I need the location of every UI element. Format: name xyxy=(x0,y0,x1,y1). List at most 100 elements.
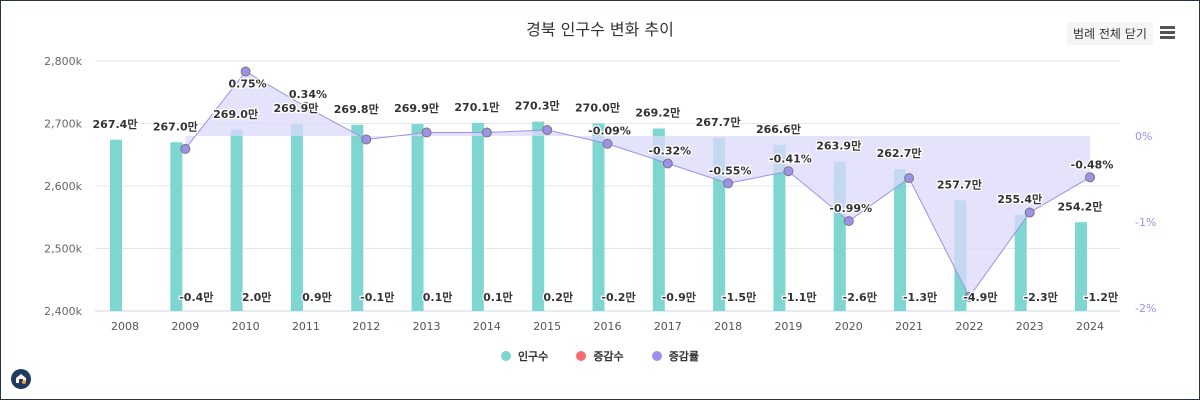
bar-population xyxy=(773,144,786,311)
change-data-label: 0.2만 xyxy=(543,290,573,304)
change-data-label: -4.9만 xyxy=(963,290,997,304)
x-axis-tick-label: 2021 xyxy=(895,320,923,333)
bar-population xyxy=(894,169,907,311)
rate-data-label: -0.41% xyxy=(769,152,812,165)
bar-population xyxy=(230,129,243,311)
y-axis-tick-label: 2,500k xyxy=(44,243,82,256)
y-axis-tick-label: 2,700k xyxy=(44,118,82,131)
bar-population xyxy=(471,122,484,311)
rate-data-label: -0.09% xyxy=(588,125,631,138)
x-axis-tick-label: 2022 xyxy=(955,320,983,333)
rate-point xyxy=(783,166,794,177)
change-data-label: -1.3만 xyxy=(903,290,937,304)
x-axis-tick-label: 2015 xyxy=(533,320,561,333)
legend-label: 인구수 xyxy=(517,350,549,363)
rate-point xyxy=(964,291,975,302)
change-data-label: 0.1만 xyxy=(483,290,513,304)
rate-line xyxy=(184,70,1091,298)
x-axis-tick-label: 2017 xyxy=(654,320,682,333)
x-axis-tick-label: 2013 xyxy=(413,320,441,333)
legend-item-change[interactable]: 증감수 xyxy=(576,348,624,364)
bar-data-label: 269.8만 xyxy=(334,102,379,116)
rate-point xyxy=(904,173,915,184)
bar-data-label: 257.7만 xyxy=(937,177,982,191)
bar-data-label: 269.2만 xyxy=(635,106,680,120)
x-axis-tick-label: 2014 xyxy=(473,320,501,333)
bar-data-label: 263.9만 xyxy=(816,139,861,153)
rate-point xyxy=(481,127,492,138)
bar-data-label: 255.4만 xyxy=(997,192,1042,206)
change-data-label: 2.0만 xyxy=(242,290,272,304)
bar-data-label: 270.3만 xyxy=(515,99,560,113)
rate-point xyxy=(662,158,673,169)
rate-data-label: -0.99% xyxy=(829,202,872,215)
rate-point xyxy=(1085,172,1095,183)
bar-data-label: 269.0만 xyxy=(213,107,258,121)
x-axis-tick-label: 2023 xyxy=(1016,320,1044,333)
change-data-label: -1.1만 xyxy=(782,290,816,304)
rate-data-label: -0.55% xyxy=(709,164,752,177)
legend-dot-rate xyxy=(651,351,662,361)
x-axis-tick-label: 2011 xyxy=(292,320,320,333)
y-axis-tick-label: 2,800k xyxy=(44,55,82,68)
rate-point xyxy=(300,101,311,112)
bar-population xyxy=(411,124,424,311)
x-axis-tick-label: 2016 xyxy=(594,320,622,333)
bar-data-label: 266.6만 xyxy=(756,122,801,136)
legend: 인구수 증감수 증감률 xyxy=(0,348,1200,364)
x-axis-tick-label: 2010 xyxy=(232,320,260,333)
legend-dot-change xyxy=(576,351,587,361)
bar-data-label: 270.0만 xyxy=(575,101,620,115)
y2-axis-tick-label: 0% xyxy=(1135,130,1152,143)
bar-data-label: 269.9만 xyxy=(394,101,439,115)
legend-item-rate[interactable]: 증감률 xyxy=(651,348,700,364)
bar-population xyxy=(351,124,364,311)
bar-population xyxy=(532,121,545,311)
change-data-label: -0.9만 xyxy=(662,290,696,304)
rate-point xyxy=(602,138,613,149)
change-data-label: 0.1만 xyxy=(423,290,453,304)
rate-data-label: -0.48% xyxy=(1071,158,1114,171)
change-data-label: -2.3만 xyxy=(1024,290,1058,304)
rate-point xyxy=(843,216,854,227)
x-axis-tick-label: 2009 xyxy=(171,320,199,333)
rate-point xyxy=(723,178,734,189)
home-icon-glyph xyxy=(16,374,26,384)
rate-data-label: 0.75% xyxy=(229,78,267,91)
rate-area xyxy=(185,71,1090,297)
y-axis-tick-label: 2,400k xyxy=(44,305,82,318)
bar-population xyxy=(1014,214,1027,311)
rate-point xyxy=(421,127,432,138)
hamburger-menu-icon[interactable] xyxy=(1160,26,1175,39)
rate-data-label: -0.32% xyxy=(648,145,691,158)
legend-label: 증감수 xyxy=(593,350,624,363)
rate-point xyxy=(542,124,553,135)
x-axis-tick-label: 2012 xyxy=(352,320,380,333)
legend-toggle-button[interactable]: 범례 전체 닫기 xyxy=(1067,22,1153,45)
change-data-label: -1.2만 xyxy=(1084,290,1118,304)
rate-data-label: 0.34% xyxy=(289,88,327,101)
home-logo-icon[interactable] xyxy=(11,369,31,389)
bar-data-label: 254.2만 xyxy=(1058,199,1103,213)
x-axis-tick-label: 2020 xyxy=(835,320,863,333)
y2-axis-tick-label: -2% xyxy=(1135,302,1156,315)
rate-point xyxy=(1024,207,1035,218)
y-axis-tick-label: 2,600k xyxy=(44,180,82,193)
x-axis-tick-label: 2019 xyxy=(774,320,802,333)
bar-population xyxy=(592,123,605,311)
bar-data-label: 269.9만 xyxy=(273,101,318,115)
legend-label: 증감률 xyxy=(668,350,700,363)
legend-dot-population xyxy=(500,351,511,361)
bar-population xyxy=(290,124,303,311)
change-data-label: -0.2만 xyxy=(601,290,635,304)
bar-data-label: 270.1만 xyxy=(454,100,499,114)
x-axis-tick-label: 2018 xyxy=(714,320,742,333)
legend-item-population[interactable]: 인구수 xyxy=(500,348,549,364)
change-data-label: -2.6만 xyxy=(843,290,877,304)
bar-data-label: 267.7만 xyxy=(696,115,741,129)
rate-point xyxy=(180,143,191,154)
change-data-label: 0.9만 xyxy=(302,290,332,304)
bar-data-label: 262.7만 xyxy=(877,146,922,160)
bar-data-label: 267.4만 xyxy=(93,117,138,131)
